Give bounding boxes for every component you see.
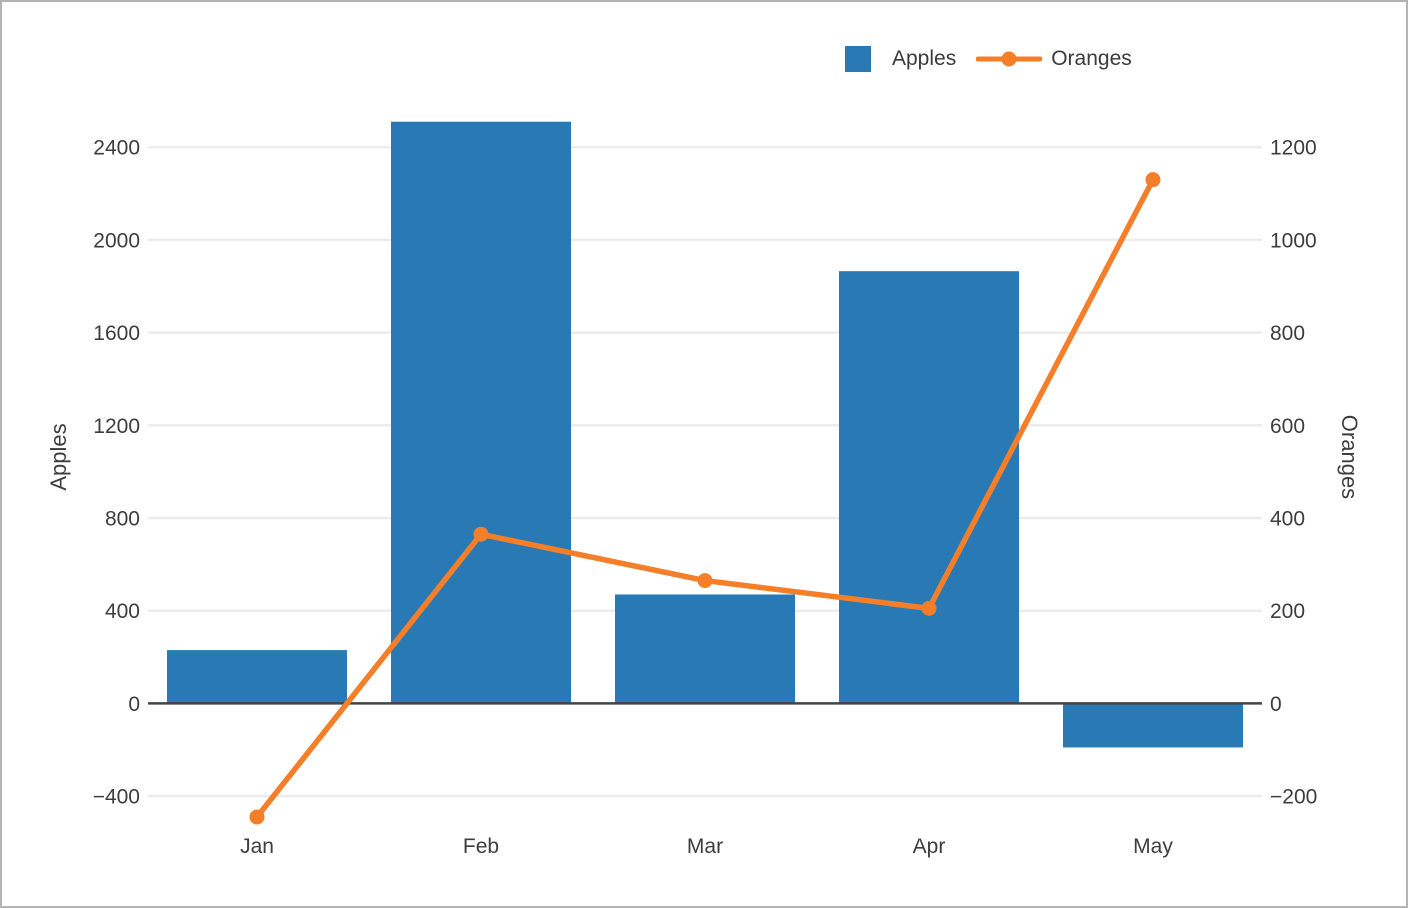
- bar-Jan: [167, 650, 347, 704]
- x-tick-label: Apr: [913, 835, 946, 858]
- line-marker-Apr: [921, 600, 937, 616]
- y-left-tick-label: 1600: [93, 322, 140, 345]
- line-marker-May: [1145, 172, 1161, 188]
- y-right-tick-label: 400: [1270, 508, 1305, 531]
- y-left-tick-label: −400: [93, 786, 140, 809]
- y-right-tick-label: 200: [1270, 600, 1305, 623]
- x-tick-label: Mar: [687, 835, 723, 858]
- y-right-tick-label: 0: [1270, 693, 1282, 716]
- bar-Mar: [615, 594, 795, 704]
- y-right-tick-label: −200: [1270, 786, 1317, 809]
- line-marker-Mar: [697, 573, 713, 589]
- y-right-tick-label: 1000: [1270, 229, 1317, 252]
- oranges-line-marker-icon: [976, 51, 1043, 67]
- legend-item-oranges: Oranges: [976, 47, 1132, 71]
- line-marker-Jan: [249, 809, 265, 825]
- line-marker-Feb: [473, 526, 489, 542]
- y-right-tick-label: 1200: [1270, 137, 1317, 160]
- y-left-tick-label: 400: [105, 600, 140, 623]
- y-left-tick-label: 1200: [93, 415, 140, 438]
- y-left-tick-label: 2000: [93, 229, 140, 252]
- y-axis-title-right: Oranges: [1337, 414, 1362, 500]
- y-right-tick-label: 800: [1270, 322, 1305, 345]
- bar-Apr: [839, 271, 1019, 704]
- y-left-tick-label: 800: [105, 508, 140, 531]
- y-left-tick-label: 0: [128, 693, 140, 716]
- x-tick-label: Feb: [463, 835, 499, 858]
- legend: Apples Oranges: [845, 46, 1132, 72]
- x-tick-label: Jan: [240, 835, 274, 858]
- legend-item-apples: Apples: [845, 46, 956, 72]
- apples-swatch-icon: [845, 46, 871, 72]
- legend-label-oranges: Oranges: [1051, 47, 1132, 70]
- y-left-tick-label: 2400: [93, 137, 140, 160]
- y-right-tick-label: 600: [1270, 415, 1305, 438]
- legend-label-apples: Apples: [892, 47, 957, 70]
- x-tick-label: May: [1133, 835, 1173, 858]
- bar-May: [1063, 703, 1243, 748]
- y-axis-title-left: Apples: [46, 423, 71, 491]
